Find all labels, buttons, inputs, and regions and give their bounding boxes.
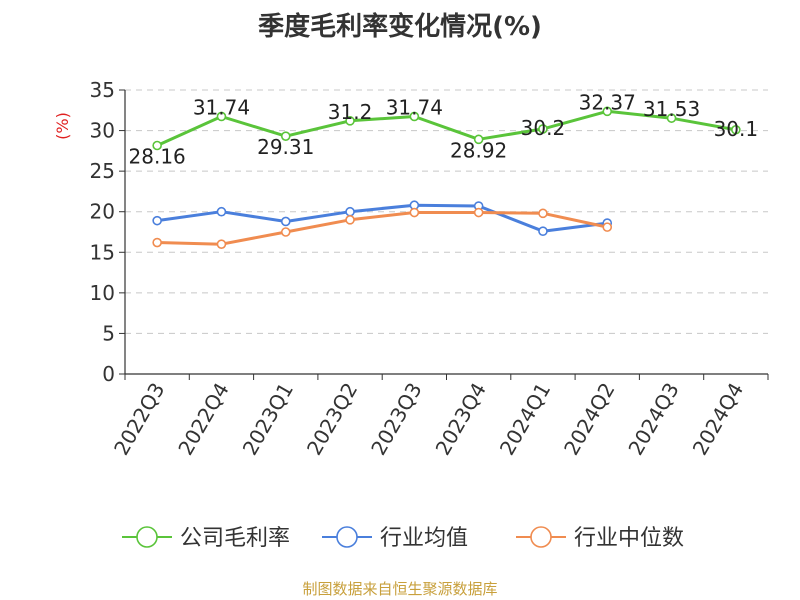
data-label: 30.1 — [714, 117, 759, 141]
data-label: 32.37 — [579, 90, 636, 114]
legend-label: 行业中位数 — [574, 526, 684, 551]
data-point — [152, 237, 162, 248]
x-tick-label: 2023Q1 — [238, 379, 298, 460]
data-point — [216, 206, 227, 217]
y-tick-label: 25 — [90, 159, 115, 183]
data-point — [409, 111, 420, 122]
data-point — [538, 226, 548, 236]
y-tick-label: 20 — [90, 200, 115, 224]
data-point — [602, 106, 613, 117]
x-tick-label: 2022Q3 — [109, 379, 169, 460]
data-point — [538, 208, 548, 219]
legend-marker — [336, 526, 358, 548]
data-point — [345, 116, 355, 126]
legend-marker — [136, 526, 158, 548]
data-label: 30.2 — [521, 116, 566, 140]
x-tick-label: 2023Q4 — [431, 379, 491, 460]
series-line — [156, 203, 608, 233]
data-point — [280, 216, 291, 227]
y-tick-label: 30 — [90, 119, 115, 143]
data-label: 31.53 — [643, 97, 700, 121]
data-label: 31.74 — [193, 95, 250, 119]
y-tick-label: 0 — [102, 362, 115, 386]
data-point — [473, 134, 484, 145]
x-tick-label: 2023Q3 — [366, 379, 426, 460]
data-label: 28.92 — [450, 138, 507, 162]
y-tick-label: 5 — [102, 321, 115, 345]
y-axis-label: (%) — [53, 112, 72, 140]
data-point — [666, 113, 677, 123]
data-point — [409, 207, 420, 218]
y-tick-label: 15 — [90, 240, 115, 264]
data-point — [152, 140, 162, 151]
data-label: 31.74 — [386, 95, 443, 119]
y-tick-label: 35 — [90, 78, 115, 102]
data-label: 29.31 — [257, 135, 314, 159]
data-point — [538, 124, 548, 134]
data-point — [280, 131, 291, 141]
legend-marker — [530, 526, 552, 548]
y-tick-label: 10 — [90, 281, 115, 305]
data-point — [216, 111, 227, 122]
data-point — [345, 215, 355, 225]
x-tick-label: 2022Q4 — [173, 379, 233, 460]
x-tick-label: 2023Q2 — [302, 379, 362, 460]
legend-label: 行业均值 — [380, 526, 468, 551]
data-point — [280, 227, 291, 237]
x-tick-label: 2024Q3 — [623, 379, 683, 460]
x-tick-label: 2024Q4 — [688, 379, 748, 460]
legend-label: 公司毛利率 — [180, 526, 290, 551]
source-note: 制图数据来自恒生聚源数据库 — [302, 580, 498, 598]
data-point — [731, 124, 741, 135]
data-label: 31.2 — [328, 100, 373, 124]
data-point — [152, 215, 162, 226]
data-point — [473, 207, 484, 218]
data-point — [602, 222, 613, 232]
data-point — [345, 206, 355, 217]
x-tick-label: 2024Q1 — [495, 379, 555, 460]
series-line — [157, 211, 608, 246]
data-label: 28.16 — [129, 145, 186, 169]
chart-title: 季度毛利率变化情况(%) — [258, 12, 542, 42]
x-tick-label: 2024Q2 — [559, 379, 619, 460]
data-point — [216, 239, 227, 249]
series-line — [156, 109, 737, 147]
